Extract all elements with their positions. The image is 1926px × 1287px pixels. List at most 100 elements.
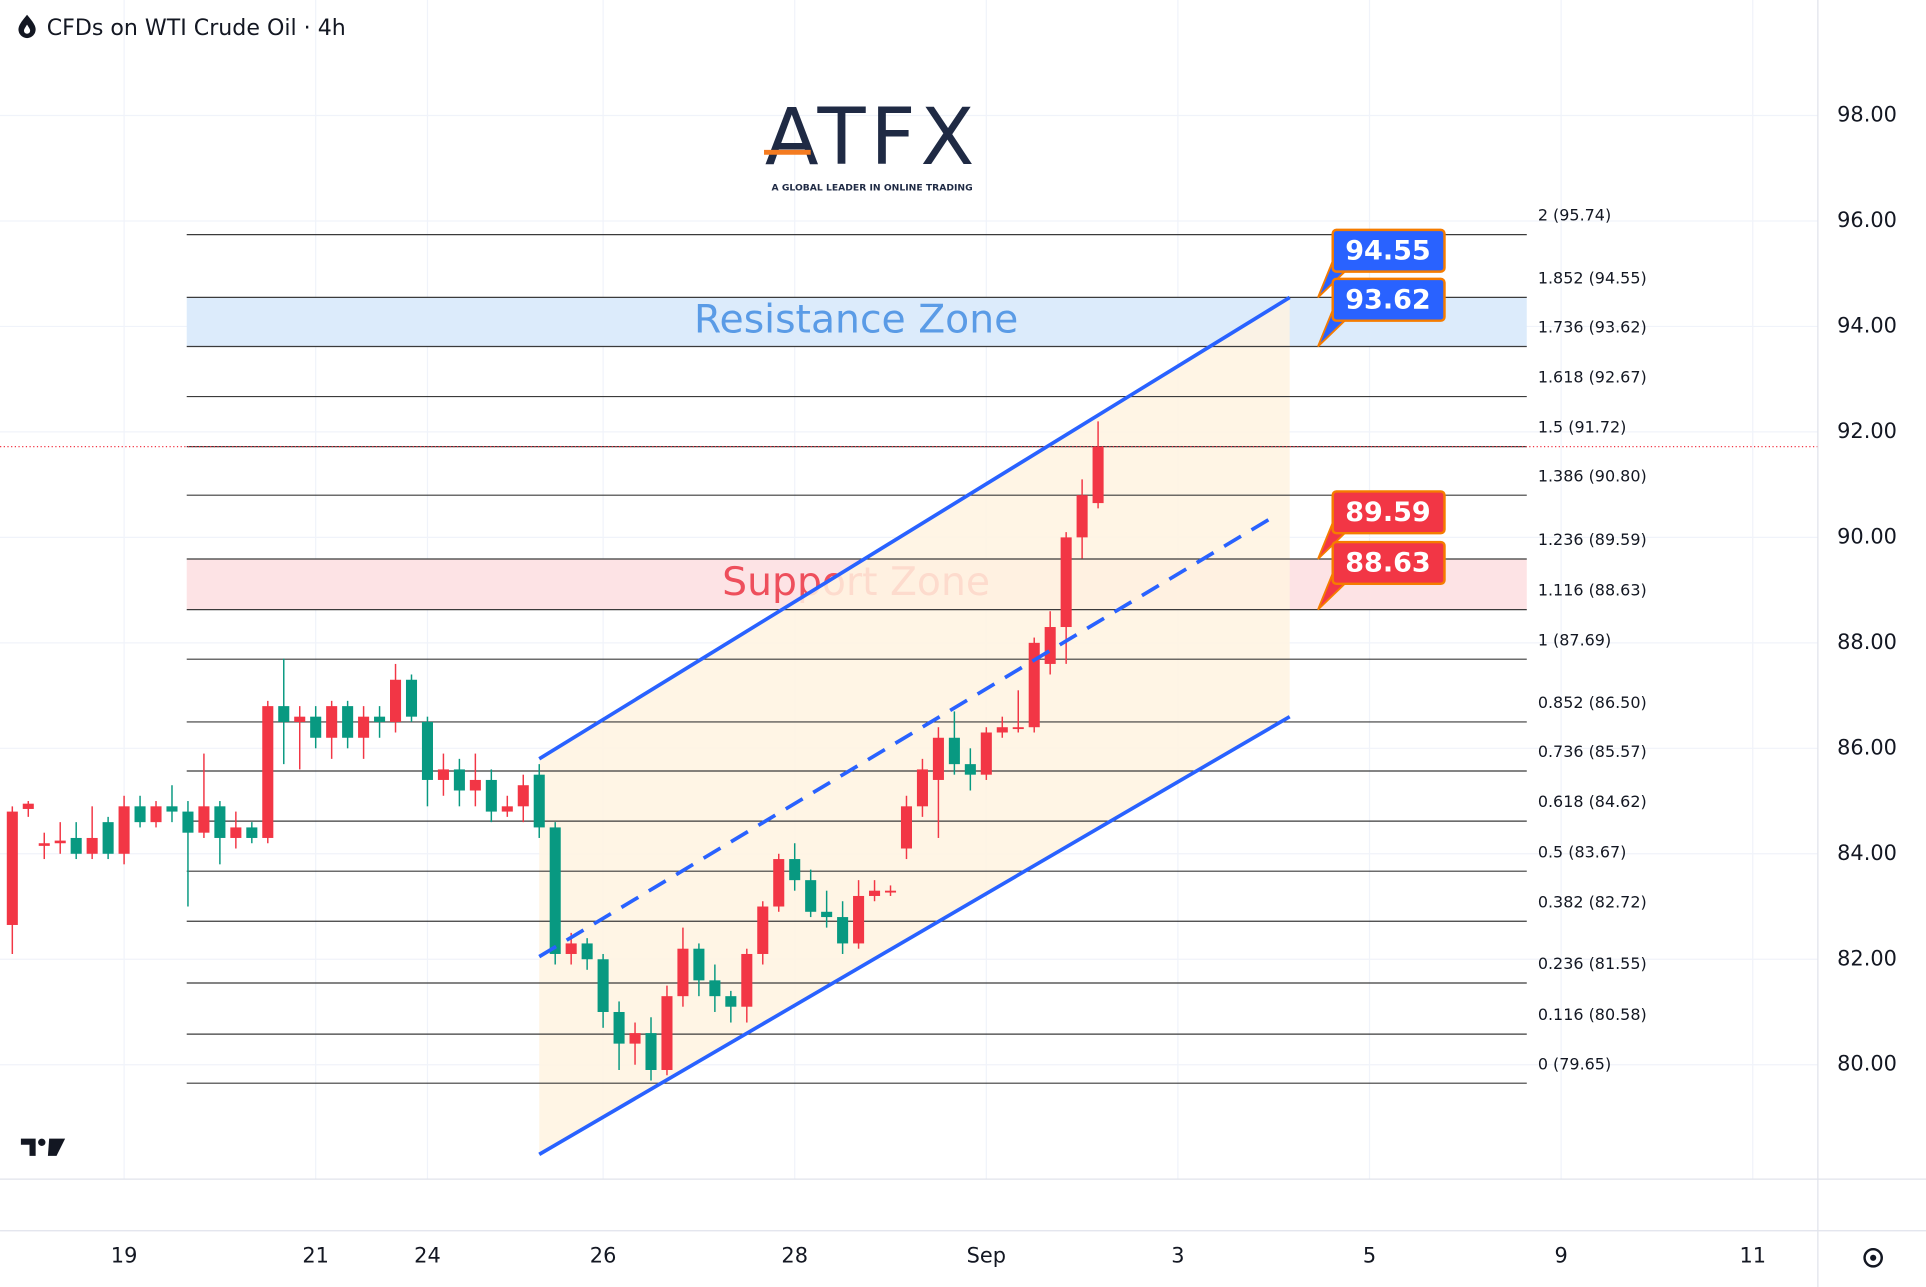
x-tick-label: 28 <box>781 1244 808 1268</box>
y-tick-label: 88.00 <box>1837 630 1897 654</box>
channel-lower <box>538 715 1291 1156</box>
fib-label: 0.382 (82.72) <box>1538 892 1647 911</box>
chart-title[interactable]: CFDs on WTI Crude Oil · 4h <box>47 15 346 41</box>
x-tick-label: 11 <box>1739 1244 1766 1268</box>
fib-label: 2 (95.74) <box>1538 206 1611 225</box>
candle-body <box>773 859 785 907</box>
candle-body <box>613 1011 625 1044</box>
candle-body <box>118 806 130 854</box>
candle-body <box>916 769 928 807</box>
fib-label: 1.386 (90.80) <box>1538 466 1647 485</box>
candle-body <box>38 843 50 846</box>
y-tick-label: 94.00 <box>1837 313 1897 337</box>
candle-body <box>884 890 897 893</box>
logo-tagline: A GLOBAL LEADER IN ONLINE TRADING <box>772 182 973 193</box>
candle-body <box>342 706 354 738</box>
candle-body <box>645 1033 657 1070</box>
candle-body <box>869 890 881 896</box>
candle-body <box>964 764 976 775</box>
candle-body <box>374 716 386 722</box>
y-tick-label: 90.00 <box>1837 524 1897 548</box>
price-tag <box>1331 490 1446 535</box>
candle-body <box>102 822 114 854</box>
price-tag <box>1331 277 1446 322</box>
channel-upper <box>538 295 1291 761</box>
x-tick-label: Sep <box>967 1244 1006 1268</box>
candle-body <box>469 779 481 791</box>
candle-body <box>741 953 753 1007</box>
candle-body <box>358 716 370 738</box>
candle-body <box>980 732 992 775</box>
candle-body <box>757 906 769 954</box>
candle-body <box>629 1033 641 1044</box>
candle-body <box>485 779 497 812</box>
candle-body <box>900 806 913 849</box>
candle-body <box>294 716 306 722</box>
price-tag <box>1331 540 1446 586</box>
zone-label: Resistance Zone <box>694 297 1018 342</box>
zone <box>186 297 1527 347</box>
candle-body <box>54 840 66 844</box>
y-tick-label: 96.00 <box>1837 208 1897 232</box>
x-tick-label: 19 <box>111 1244 138 1268</box>
candle-body <box>1044 627 1056 664</box>
symbol-icon-inner <box>23 24 31 34</box>
candle-body <box>932 737 944 780</box>
candle-body <box>821 911 833 918</box>
candle-body <box>134 806 146 823</box>
candle-body <box>198 806 210 833</box>
y-tick-label: 98.00 <box>1837 102 1897 126</box>
y-tick-label: 86.00 <box>1837 735 1897 759</box>
x-tick-label: 26 <box>590 1244 617 1268</box>
candle-body <box>390 679 402 722</box>
fib-label: 1.618 (92.67) <box>1538 368 1647 387</box>
candle-body <box>166 806 178 812</box>
candle-body <box>693 948 705 981</box>
candle-body <box>22 803 34 809</box>
candle-body <box>996 727 1008 733</box>
y-tick-label: 92.00 <box>1837 419 1897 443</box>
settings-gear-center[interactable] <box>1870 1254 1877 1261</box>
tv-logo-part <box>47 1138 66 1156</box>
channel-middle <box>538 516 1273 959</box>
candle-body <box>150 806 162 823</box>
logo: ATFX <box>765 91 979 183</box>
fib-label: 0.618 (84.62) <box>1538 792 1647 811</box>
candle-body <box>948 737 960 765</box>
fib-label: 1.116 (88.63) <box>1538 581 1647 600</box>
candle-body <box>677 948 689 997</box>
price-tag-label: 94.55 <box>1345 235 1430 266</box>
fib-label: 0.736 (85.57) <box>1538 742 1647 761</box>
candle-body <box>789 859 801 881</box>
x-tick-label: 21 <box>302 1244 329 1268</box>
settings-gear[interactable] <box>1863 1247 1883 1268</box>
tv-logo-part <box>38 1138 46 1146</box>
y-tick-label: 84.00 <box>1837 841 1897 865</box>
candle-body <box>262 706 274 838</box>
price-tag-label: 93.62 <box>1345 285 1430 316</box>
candle-body <box>246 827 258 838</box>
candle-body <box>805 880 817 912</box>
candle-body <box>709 980 721 997</box>
fib-label: 1.852 (94.55) <box>1538 269 1647 288</box>
candle-body <box>421 721 433 780</box>
candle-body <box>437 769 449 780</box>
x-tick-label: 5 <box>1363 1244 1376 1268</box>
candle-body <box>326 706 338 738</box>
candle-body <box>565 943 577 954</box>
channel-fill <box>539 297 1290 1155</box>
price-tag-label: 89.59 <box>1345 497 1430 528</box>
candle-body <box>837 917 849 944</box>
candle-body <box>453 769 465 791</box>
candle-body <box>1060 537 1072 628</box>
y-tick-label: 80.00 <box>1837 1052 1897 1076</box>
fib-label: 0.116 (80.58) <box>1538 1005 1647 1024</box>
candle-body <box>1092 446 1104 504</box>
candle-body <box>310 716 322 738</box>
tradingview-logo <box>20 1138 66 1156</box>
x-tick-label: 24 <box>414 1244 441 1268</box>
candle-body <box>597 959 609 1012</box>
settings-icon[interactable] <box>1863 1247 1883 1268</box>
fib-label: 0 (79.65) <box>1538 1054 1611 1073</box>
